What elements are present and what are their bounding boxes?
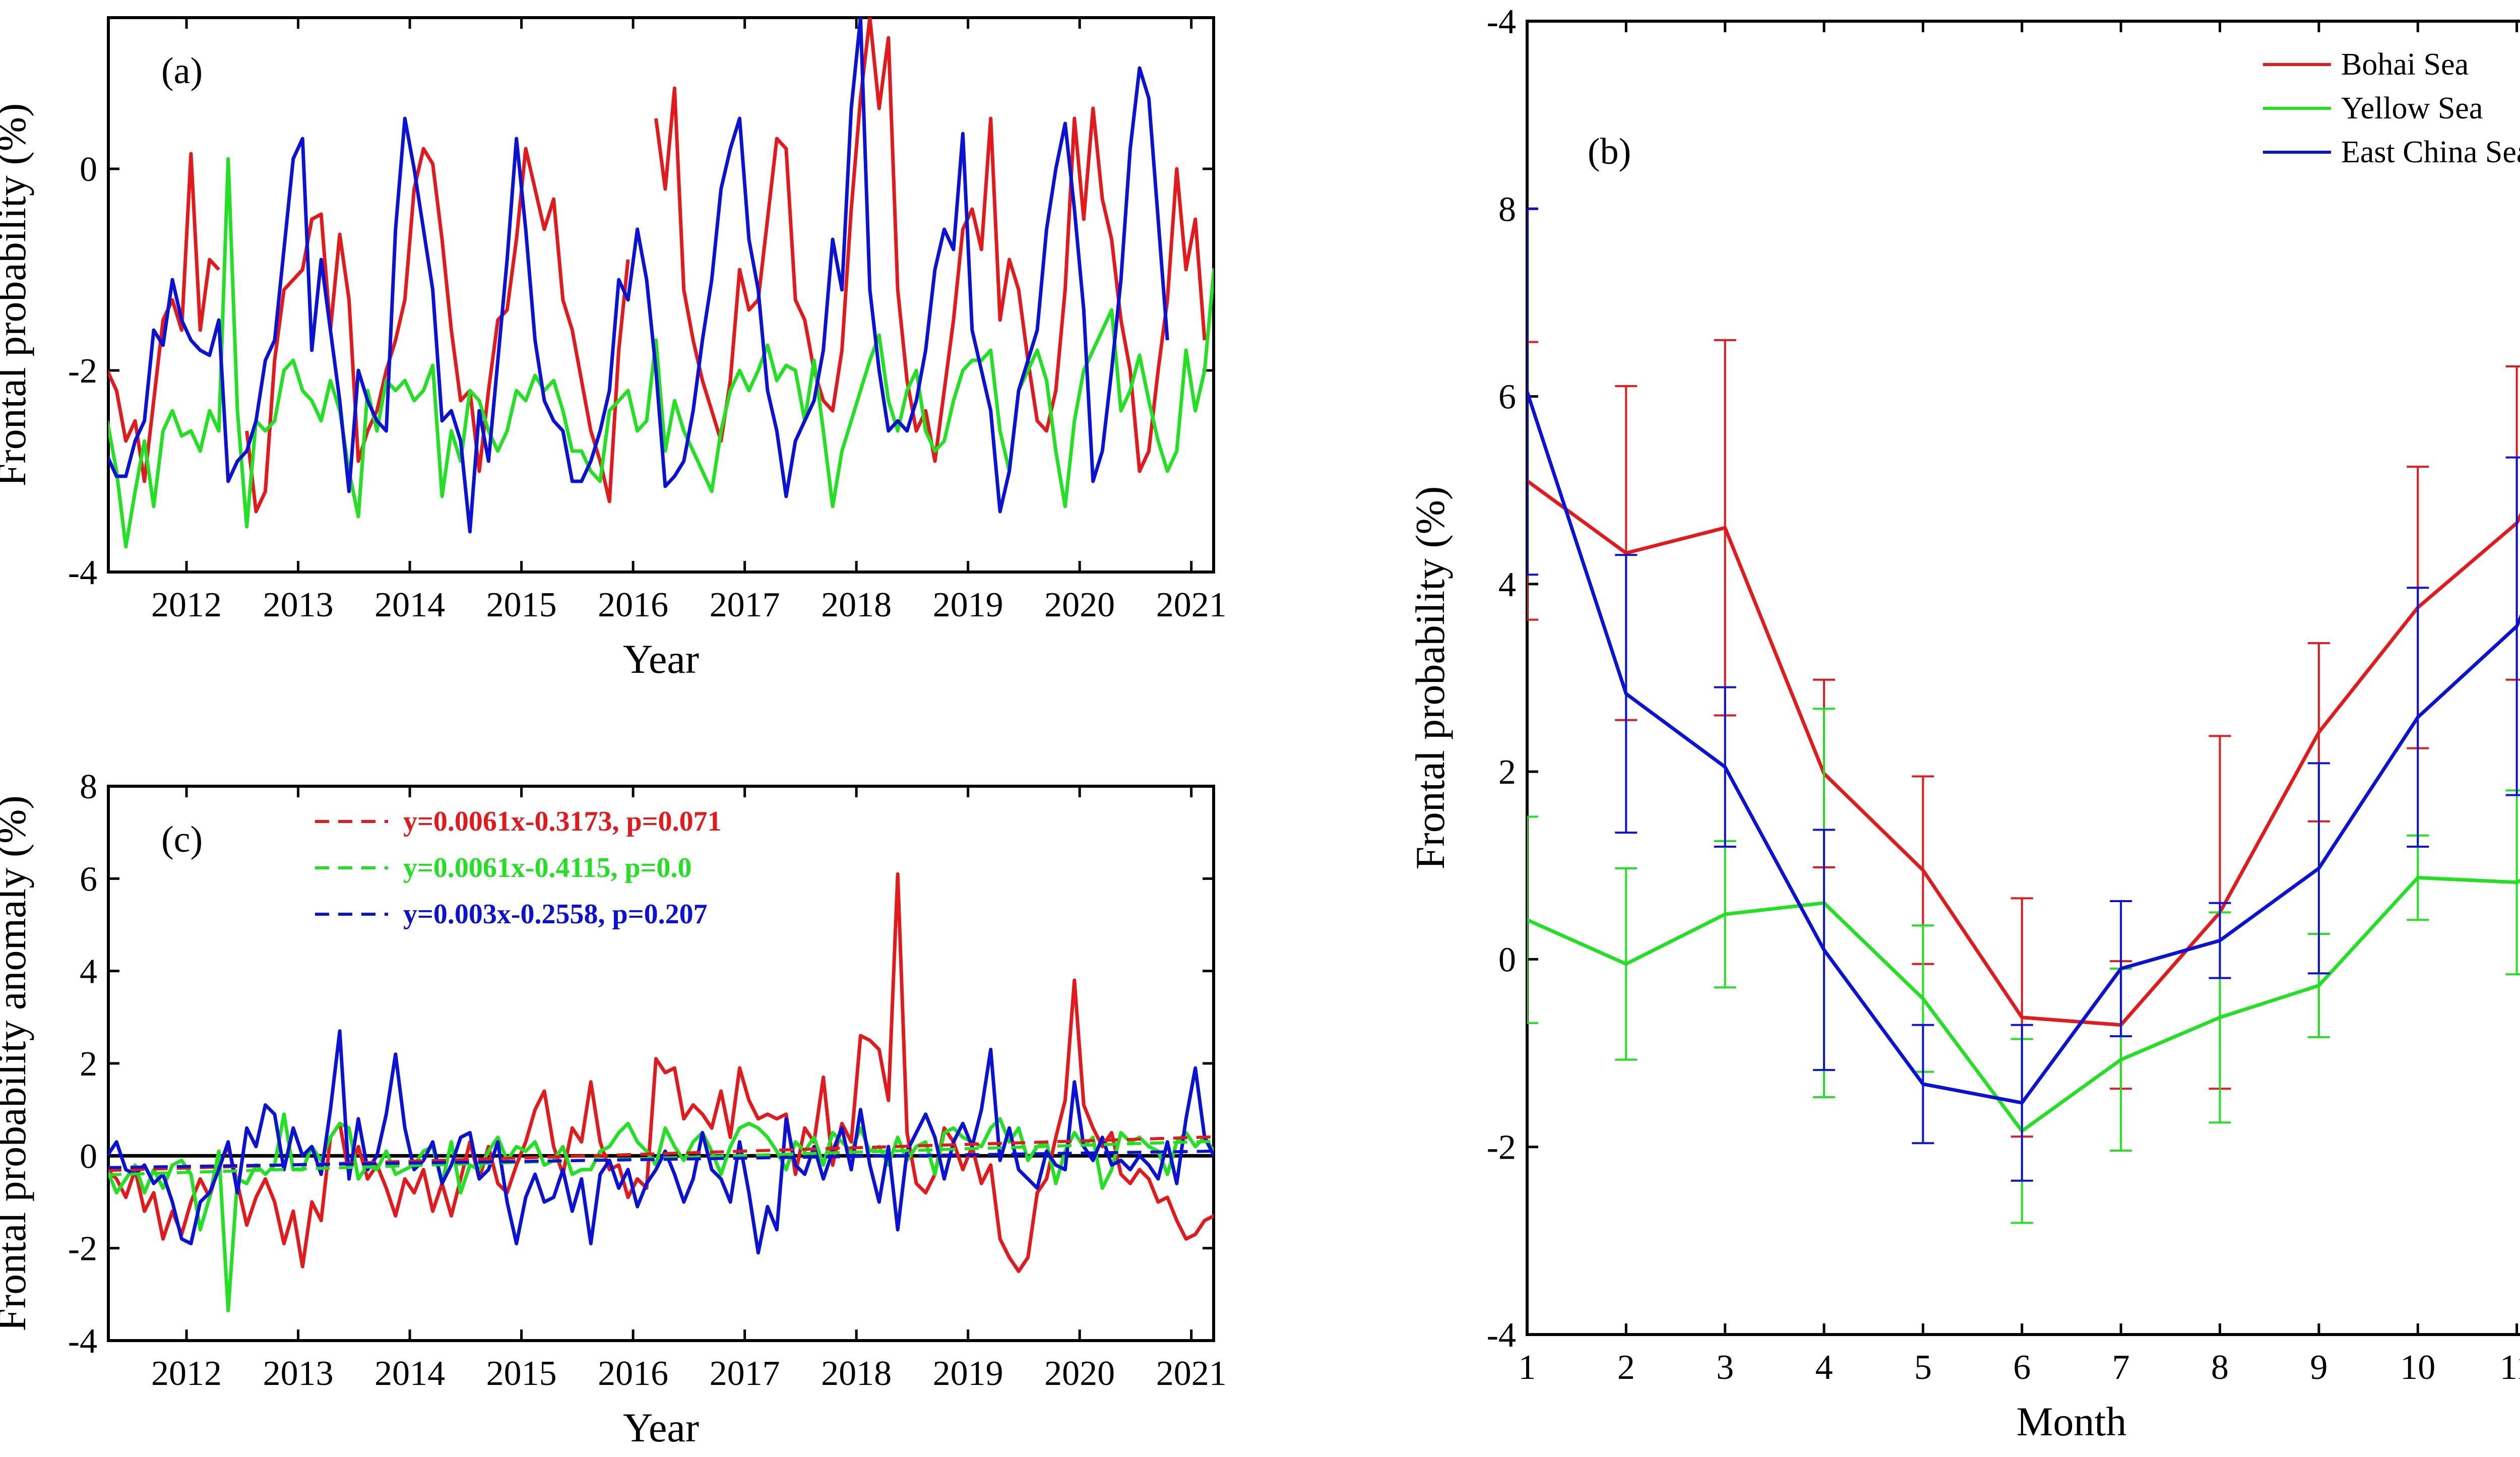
x-axis-label: Year [623, 1405, 699, 1450]
x-tick-label: 2017 [710, 1354, 780, 1393]
y-tick-label: 2 [1498, 753, 1516, 792]
x-tick-label: 6 [2013, 1348, 2031, 1387]
x-tick-label: 2017 [710, 586, 780, 624]
y-tick-label: -4 [1487, 1316, 1516, 1355]
panel-label: (c) [161, 819, 203, 860]
series-layer [108, 872, 1214, 1312]
x-tick-label: 2020 [1044, 586, 1115, 624]
y-axis-label: Frontal probability (%) [0, 103, 34, 487]
series-line-east [108, 18, 1169, 534]
x-axis-label: Year [623, 636, 699, 682]
y-tick-label: -4 [68, 553, 97, 592]
x-tick-label: 2015 [486, 586, 557, 624]
x-tick-label: 2020 [1044, 1354, 1115, 1393]
y-tick-label: 4 [1498, 565, 1516, 604]
x-tick-label: 2012 [151, 586, 222, 624]
x-tick-label: 2021 [1156, 1354, 1227, 1393]
trend-equation: y=0.0061x-0.4115, p=0.0 [403, 852, 692, 883]
x-axis-label: Month [2017, 1399, 2127, 1444]
x-tick-label: 2019 [933, 1354, 1003, 1393]
panel-a: 2012 2013 2014 2015 2016 2017 2018 2019 2020 2021… [0, 16, 1227, 682]
y-tick-label: 0 [80, 1137, 97, 1176]
panel-label: (b) [1588, 131, 1631, 172]
legend-label: Yellow Sea [2341, 91, 2483, 125]
y-tick-label: 8 [1498, 190, 1516, 229]
y-tick-label: 8 [80, 768, 97, 806]
x-tick-label: 9 [2310, 1348, 2327, 1387]
x-tick-label: 2013 [263, 1354, 334, 1393]
series-line-yellow [108, 157, 1214, 549]
y-tick-label: 6 [80, 860, 97, 899]
y-axis-label: Frontal probability (%) [1407, 486, 1453, 870]
y-tick-label: -2 [68, 352, 97, 391]
x-tick-label: 2012 [151, 1354, 222, 1393]
plot-frame [107, 16, 1215, 574]
x-tick-label: 2021 [1156, 586, 1227, 624]
legend-label: Bohai Sea [2341, 47, 2469, 82]
x-tick-label: 2019 [933, 586, 1003, 624]
plot-frame [1526, 20, 2520, 1336]
trend-equation: y=0.003x-0.2558, p=0.207 [403, 899, 708, 930]
y-tick-label: -4 [1487, 3, 1516, 41]
x-tick-label: 7 [2112, 1348, 2130, 1387]
x-tick-label: 8 [2211, 1348, 2229, 1387]
x-tick-label: 2016 [598, 586, 668, 624]
series-line-east [1527, 391, 2520, 1105]
y-tick-label: -4 [68, 1322, 97, 1361]
y-tick-label: -2 [1487, 1128, 1516, 1167]
x-tick-label: 3 [1716, 1348, 1734, 1387]
x-tick-label: 5 [1914, 1348, 1932, 1387]
x-tick-label: 2013 [263, 586, 334, 624]
y-tick-label: 0 [80, 150, 97, 189]
x-tick-label: 2015 [486, 1354, 557, 1393]
series-layer [108, 18, 1214, 549]
x-tick-label: 2 [1617, 1348, 1635, 1387]
y-tick-label: 0 [1498, 940, 1516, 979]
panel-label: (a) [161, 50, 203, 92]
x-tick-label: 10 [2400, 1348, 2435, 1387]
y-tick-label: 6 [1498, 378, 1516, 417]
x-tick-label: 4 [1815, 1348, 1833, 1387]
x-tick-label: 2014 [374, 586, 445, 624]
x-tick-label: 2018 [821, 1354, 892, 1393]
trend-equation: y=0.0061x-0.3173, p=0.071 [403, 806, 722, 837]
series-line-bohai [108, 872, 1214, 1273]
panel-c: 2012 2013 2014 2015 2016 2017 2018 2019 2020 2021… [0, 768, 1227, 1450]
series-line-yellow [1527, 876, 2520, 1133]
x-tick-label: 2014 [374, 1354, 445, 1393]
y-tick-label: -2 [68, 1230, 97, 1269]
x-tick-label: 2016 [598, 1354, 668, 1393]
x-tick-label: 11 [2500, 1348, 2520, 1387]
trend-line-east [108, 1150, 1214, 1169]
series-layer [1527, 208, 2520, 1224]
legend-label: East China Sea [2341, 135, 2520, 169]
series-line-bohai [1527, 479, 2520, 1027]
x-tick-label: 1 [1519, 1348, 1536, 1387]
series-line-east [108, 1029, 1214, 1255]
x-tick-label: 2018 [821, 586, 892, 624]
y-axis-label: Frontal probability anomaly (%) [0, 795, 34, 1331]
y-tick-label: 4 [80, 953, 97, 991]
series-line-bohai [108, 18, 1207, 514]
y-tick-label: 2 [80, 1045, 97, 1084]
legend: Bohai Sea Yellow Sea East China Sea [2263, 47, 2520, 169]
